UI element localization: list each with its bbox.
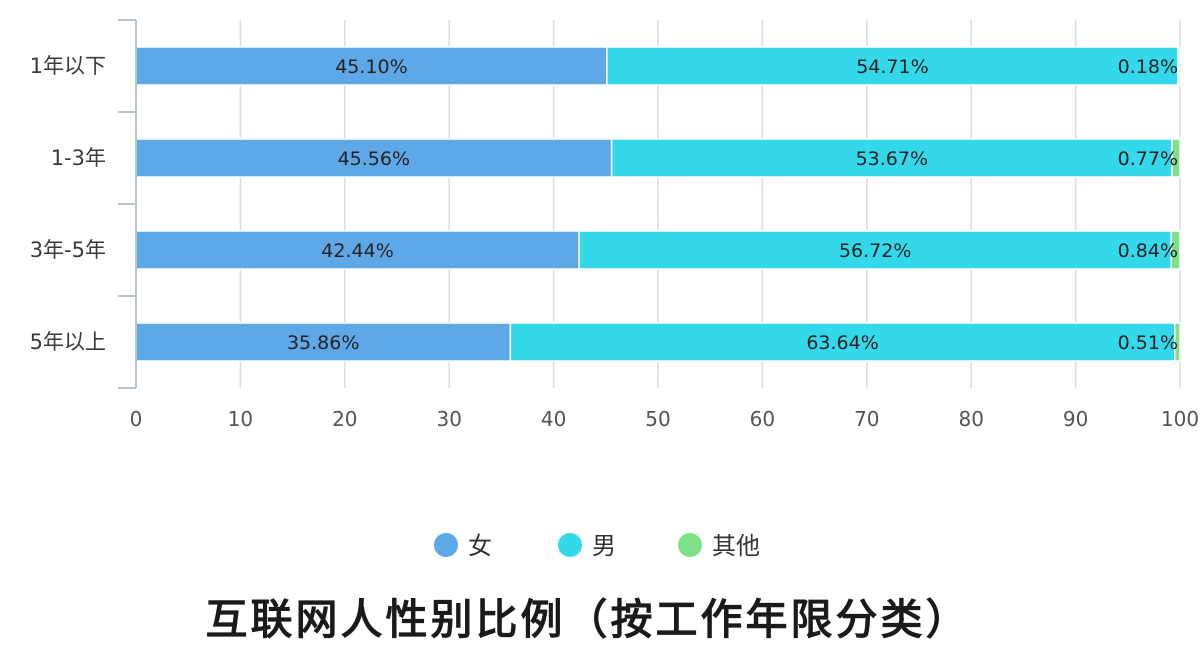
legend-marker [678,533,702,557]
bar-segment [1171,138,1181,178]
x-tick-label: 10 [228,407,253,431]
data-label: 53.67% [856,148,928,170]
x-tick-label: 0 [130,407,143,431]
data-label: 0.77% [1118,148,1178,170]
chart-title: 互联网人性别比例（按工作年限分类） [205,595,971,644]
axes: 0 10 20 30 40 50 60 70 80 90 100 1年以下 1-3年 3年-5年 5年以上 [30,19,1199,431]
category-label: 1年以下 [30,54,106,78]
legend-label: 女 [468,532,492,560]
legend-label: 男 [592,532,616,560]
data-label: 0.84% [1118,240,1178,262]
legend: 女 男 其他 [434,532,760,560]
x-tick-label: 80 [958,407,983,431]
bar-segment [578,230,1172,270]
category-label: 1-3年 [51,146,106,170]
bar-segment [606,46,1179,86]
data-label: 0.18% [1118,56,1178,78]
x-tick-label: 70 [854,407,879,431]
x-tick-label: 30 [436,407,461,431]
category-label: 3年-5年 [30,238,106,262]
x-tick-label: 90 [1063,407,1088,431]
data-label: 35.86% [287,332,359,354]
data-label: 56.72% [839,240,911,262]
legend-marker [434,533,458,557]
data-label: 45.56% [338,148,410,170]
legend-marker [558,533,582,557]
data-label: 63.64% [806,332,878,354]
category-label: 5年以上 [30,330,106,354]
data-label: 54.71% [856,56,928,78]
legend-label: 其他 [712,532,760,560]
bar-segment [1174,322,1181,362]
bar-segment [135,230,580,270]
x-tick-label: 40 [541,407,566,431]
x-tick-label: 20 [332,407,357,431]
x-tick-label: 50 [645,407,670,431]
data-label: 42.44% [321,240,393,262]
bars: 45.10% 54.71% 0.18% 45.56% 53.67% 0.77% 42.44%… [135,46,1181,362]
bar-segment [135,322,512,362]
data-label: 0.51% [1118,332,1178,354]
x-tick-label: 100 [1161,407,1199,431]
data-label: 45.10% [335,56,407,78]
bar-segment [509,322,1176,362]
bar-segment [1170,230,1181,270]
bar-segment [1177,46,1181,86]
x-tick-label: 60 [750,407,775,431]
